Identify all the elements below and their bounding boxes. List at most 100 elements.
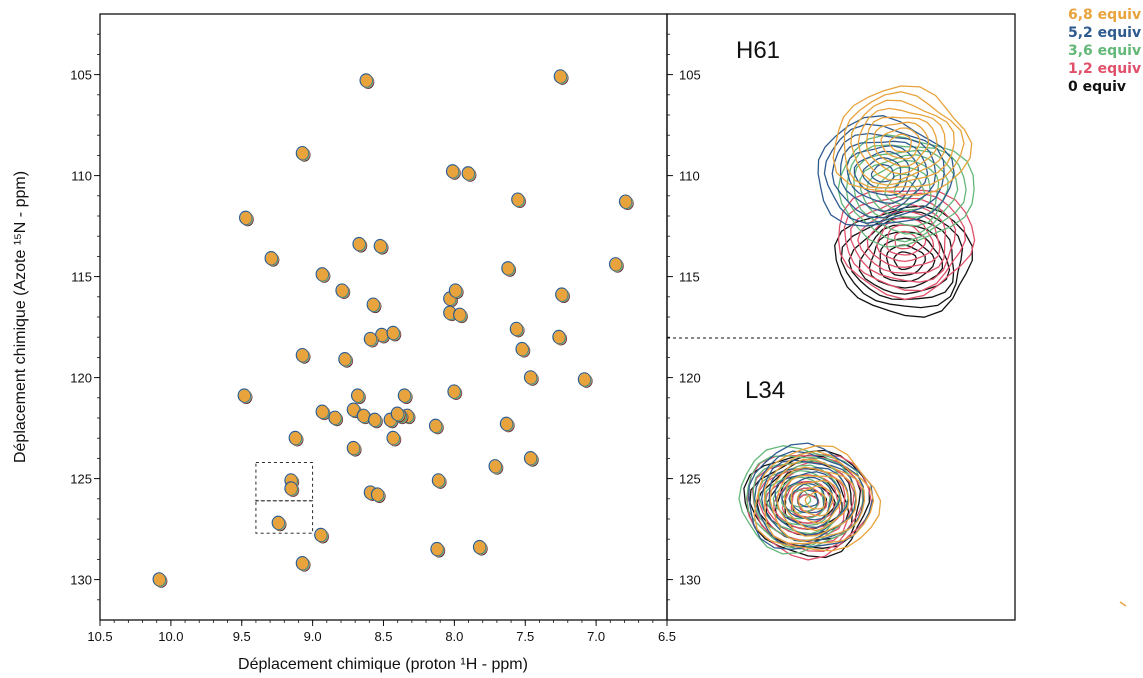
peak-contour-6-8-equiv	[620, 195, 632, 209]
peak-contour-6-8-equiv	[316, 405, 329, 419]
contour-line	[776, 466, 857, 537]
contour-line	[753, 445, 882, 552]
peak-contour-6-8-equiv	[153, 573, 166, 586]
peak-contour-5-2-equiv	[509, 321, 523, 336]
peak	[346, 440, 362, 457]
peak	[499, 416, 515, 433]
contour-line	[873, 121, 930, 168]
peak	[359, 73, 375, 89]
contour-line	[769, 458, 866, 542]
peak-contour-6-8-equiv	[358, 409, 370, 423]
y-tick-label: 115	[71, 270, 92, 285]
peak	[237, 388, 253, 404]
peak-contour-6-8-equiv	[360, 74, 373, 87]
peak-contour-6-8-equiv	[316, 268, 329, 281]
contour-line	[879, 237, 936, 283]
peak-contour-6-8-equiv	[353, 238, 366, 251]
peak-contour-6-8-equiv	[375, 240, 387, 253]
peak	[315, 267, 331, 283]
peak-contour-6-8-equiv	[556, 288, 568, 301]
peak-contour-5-2-equiv	[328, 410, 342, 425]
peak	[328, 410, 344, 427]
peak-contour-5-2-equiv	[352, 236, 366, 252]
peak	[577, 372, 593, 388]
contour-line	[831, 132, 937, 219]
peak	[430, 541, 446, 558]
y-tick-label: 125	[70, 472, 92, 487]
peak-contour-5-2-equiv	[239, 210, 253, 225]
peak-contour-6-8-equiv	[285, 482, 297, 495]
peak-contour-6-8-equiv	[392, 407, 404, 421]
peak	[370, 487, 386, 503]
peak-contour-6-8-equiv	[489, 460, 502, 473]
peak-contour-6-8-equiv	[315, 528, 327, 542]
x-tick-label: 8.0	[445, 629, 463, 644]
y-tick-label: 110	[71, 169, 92, 184]
peak	[386, 430, 402, 447]
zoom-y-tick-label: 105	[679, 68, 701, 83]
contour-line	[764, 469, 832, 527]
peak-contour-6-8-equiv	[352, 389, 364, 402]
x-tick-label: 10.5	[87, 629, 112, 644]
peak-contour-5-2-equiv	[430, 541, 444, 557]
peak	[448, 283, 464, 299]
contour-set	[832, 85, 973, 196]
peak	[152, 572, 168, 588]
contour-line	[858, 224, 951, 295]
peak	[335, 283, 351, 299]
main-axis-ticks: 10.5 10.0 9.5 9.0 8.5 8.0 7.5 7.0 6.5 105 110 115 12…	[70, 33, 676, 644]
peak-contour-5-2-equiv	[338, 352, 352, 367]
x-tick-label: 10.0	[158, 629, 183, 644]
contour-line	[797, 485, 834, 517]
peak-contour-5-2-equiv	[461, 166, 475, 181]
peak	[363, 331, 379, 348]
peak-contour-6-8-equiv	[273, 516, 285, 530]
peak	[509, 321, 525, 338]
peak-contour-6-8-equiv	[454, 308, 466, 322]
contour-line	[850, 197, 957, 283]
peak-contour-5-2-equiv	[386, 325, 400, 340]
contour-line	[865, 116, 938, 175]
peak	[447, 384, 463, 400]
peak-contour-5-2-equiv	[152, 572, 166, 587]
zoom-peak-l34	[738, 442, 882, 561]
peak-contour-5-2-equiv	[288, 430, 302, 445]
legend-item: 3,6 equiv	[1068, 43, 1142, 59]
contour-line	[893, 251, 917, 271]
peak	[431, 473, 447, 489]
peak-contour-5-2-equiv	[315, 267, 329, 282]
peak	[264, 251, 280, 267]
peak-contour-6-8-equiv	[399, 389, 411, 402]
contour-line	[768, 467, 850, 536]
peak	[295, 145, 311, 162]
contour-line	[857, 203, 947, 274]
peak-contour-5-2-equiv	[390, 406, 404, 421]
peak	[472, 539, 488, 556]
peak-contour-6-8-equiv	[387, 326, 400, 340]
contour-line	[783, 475, 850, 532]
peak-contour-6-8-equiv	[501, 417, 513, 431]
contour-line	[772, 476, 825, 520]
peak-contour-6-8-equiv	[610, 258, 622, 271]
peak-contour-5-2-equiv	[453, 307, 467, 322]
contour-line	[848, 216, 955, 301]
peak-contour-6-8-equiv	[448, 385, 460, 398]
peak	[284, 481, 300, 497]
peak-contour-5-2-equiv	[314, 527, 328, 542]
peak	[346, 402, 362, 419]
peak-contour-5-2-equiv	[445, 164, 460, 179]
peak-contour-5-2-equiv	[523, 370, 538, 385]
y-tick-label: 120	[70, 371, 92, 386]
peak-contour-5-2-equiv	[295, 347, 309, 363]
zoom-y-tick-label: 130	[679, 573, 701, 588]
legend-item: 1,2 equiv	[1068, 61, 1142, 77]
peak-contour-5-2-equiv	[511, 192, 525, 207]
peak-contour-5-2-equiv	[431, 473, 445, 488]
contour-line	[857, 107, 946, 181]
zoom-peak-h61	[817, 85, 976, 318]
zoom-plot-frame	[666, 13, 1016, 621]
peak-contour-6-8-equiv	[240, 211, 252, 225]
peak-contour-5-2-equiv	[608, 257, 623, 272]
peak-contour-5-2-equiv	[271, 515, 285, 530]
